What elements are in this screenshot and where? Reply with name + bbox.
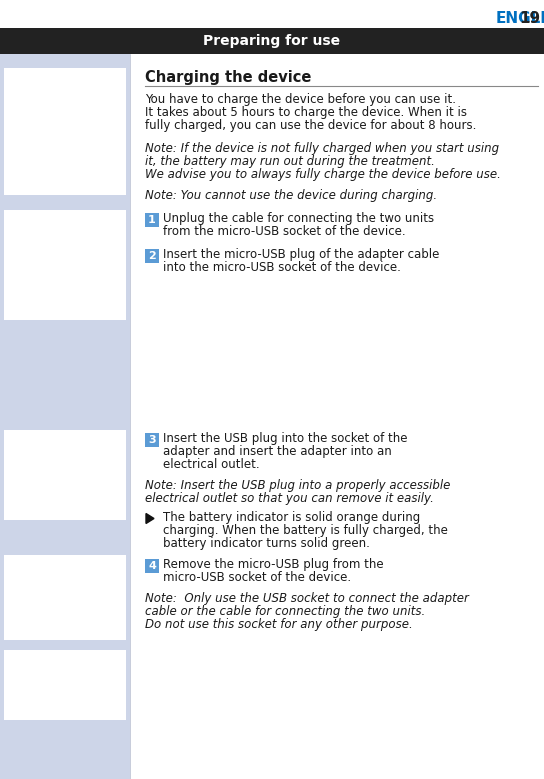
Bar bbox=[145, 433, 159, 447]
Polygon shape bbox=[146, 513, 154, 523]
Text: battery indicator turns solid green.: battery indicator turns solid green. bbox=[163, 537, 370, 550]
Text: into the micro-USB socket of the device.: into the micro-USB socket of the device. bbox=[163, 261, 401, 274]
Text: 3: 3 bbox=[148, 435, 156, 445]
Text: We advise you to always fully charge the device before use.: We advise you to always fully charge the… bbox=[145, 168, 501, 181]
Text: 4: 4 bbox=[148, 561, 156, 571]
Text: Note: If the device is not fully charged when you start using: Note: If the device is not fully charged… bbox=[145, 142, 499, 155]
Text: from the micro-USB socket of the device.: from the micro-USB socket of the device. bbox=[163, 225, 406, 238]
Bar bbox=[145, 213, 159, 227]
Bar bbox=[4, 555, 126, 640]
Text: Note:  Only use the USB socket to connect the adapter: Note: Only use the USB socket to connect… bbox=[145, 592, 469, 605]
Text: 1: 1 bbox=[148, 215, 156, 225]
Text: charging. When the battery is fully charged, the: charging. When the battery is fully char… bbox=[163, 524, 448, 537]
Text: fully charged, you can use the device for about 8 hours.: fully charged, you can use the device fo… bbox=[145, 119, 477, 132]
Text: 19: 19 bbox=[519, 10, 540, 26]
Bar bbox=[4, 430, 126, 520]
Text: Remove the micro-USB plug from the: Remove the micro-USB plug from the bbox=[163, 558, 384, 571]
Text: ENGLISH: ENGLISH bbox=[496, 10, 544, 26]
Text: Unplug the cable for connecting the two units: Unplug the cable for connecting the two … bbox=[163, 212, 434, 225]
Text: it, the battery may run out during the treatment.: it, the battery may run out during the t… bbox=[145, 155, 435, 168]
Text: electrical outlet.: electrical outlet. bbox=[163, 458, 259, 471]
Text: Preparing for use: Preparing for use bbox=[203, 34, 341, 48]
Text: micro-USB socket of the device.: micro-USB socket of the device. bbox=[163, 571, 351, 584]
Bar bbox=[4, 210, 126, 320]
Bar bbox=[0, 28, 544, 54]
Bar bbox=[4, 650, 126, 720]
Bar bbox=[145, 559, 159, 573]
Text: Insert the USB plug into the socket of the: Insert the USB plug into the socket of t… bbox=[163, 432, 407, 445]
Bar bbox=[145, 249, 159, 263]
Text: Charging the device: Charging the device bbox=[145, 70, 311, 85]
Text: The battery indicator is solid orange during: The battery indicator is solid orange du… bbox=[163, 511, 421, 524]
Text: Note: Insert the USB plug into a properly accessible: Note: Insert the USB plug into a properl… bbox=[145, 479, 450, 492]
Text: Insert the micro-USB plug of the adapter cable: Insert the micro-USB plug of the adapter… bbox=[163, 248, 440, 261]
Text: electrical outlet so that you can remove it easily.: electrical outlet so that you can remove… bbox=[145, 492, 434, 505]
Bar bbox=[0, 54, 130, 779]
Bar bbox=[4, 68, 126, 195]
Text: cable or the cable for connecting the two units.: cable or the cable for connecting the tw… bbox=[145, 605, 425, 618]
Text: Do not use this socket for any other purpose.: Do not use this socket for any other pur… bbox=[145, 618, 413, 631]
Text: You have to charge the device before you can use it.: You have to charge the device before you… bbox=[145, 93, 456, 106]
Text: adapter and insert the adapter into an: adapter and insert the adapter into an bbox=[163, 445, 392, 458]
Text: It takes about 5 hours to charge the device. When it is: It takes about 5 hours to charge the dev… bbox=[145, 106, 467, 119]
Text: 2: 2 bbox=[148, 251, 156, 261]
Text: Note: You cannot use the device during charging.: Note: You cannot use the device during c… bbox=[145, 189, 437, 202]
